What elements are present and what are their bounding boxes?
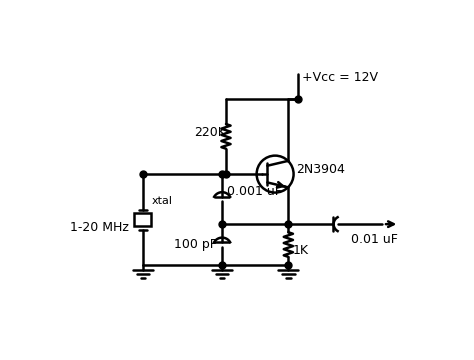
Text: 1-20 MHz: 1-20 MHz [70, 221, 128, 234]
Text: 2N3904: 2N3904 [296, 163, 345, 176]
Text: xtal: xtal [152, 195, 173, 206]
Text: +Vcc = 12V: +Vcc = 12V [302, 71, 378, 84]
Text: 0.01 uF: 0.01 uF [351, 233, 398, 246]
Text: 1K: 1K [293, 244, 309, 257]
Text: 0.001 uF: 0.001 uF [227, 185, 282, 198]
Text: 220K: 220K [194, 126, 226, 139]
Bar [134, 213, 151, 226]
Text: 100 pF: 100 pF [174, 238, 217, 251]
